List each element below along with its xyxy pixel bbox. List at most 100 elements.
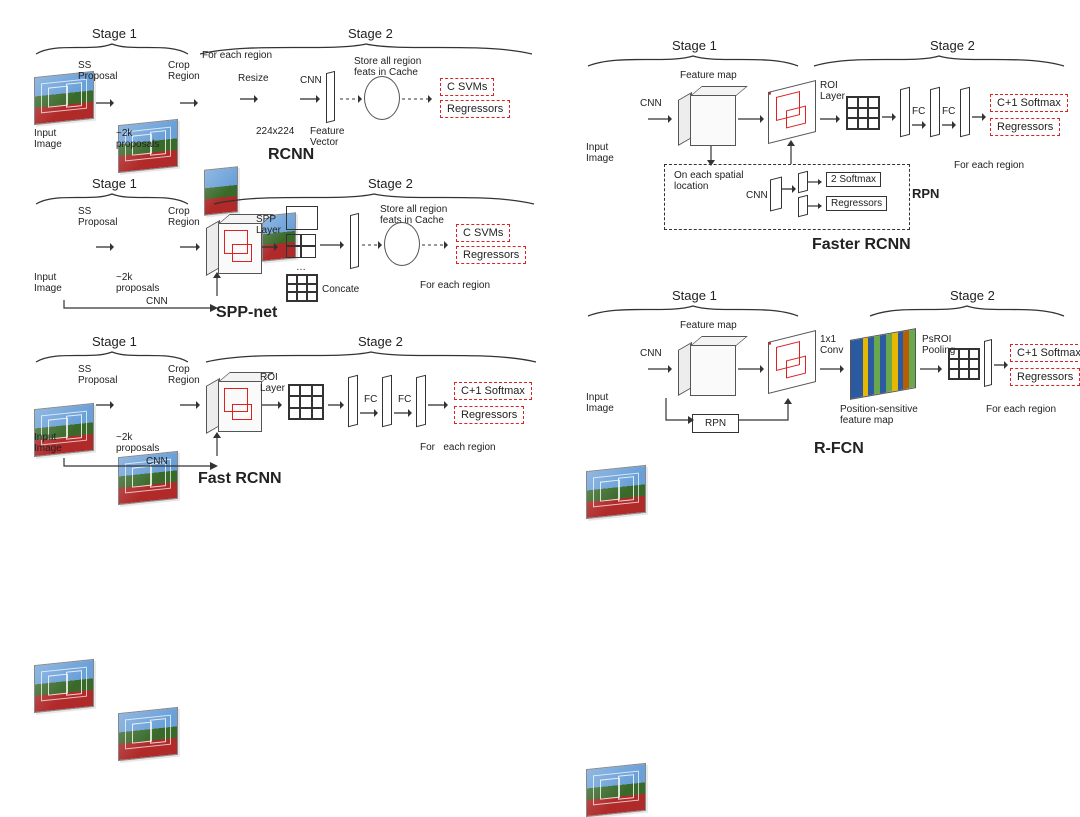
rpn-regressors: Regressors — [826, 196, 887, 211]
cnn-label: CNN — [300, 75, 322, 86]
fc-column-icon — [930, 87, 940, 137]
vec-col-icon — [984, 339, 992, 387]
ss-proposal-label: SS Proposal — [78, 364, 117, 386]
rpn-out-arrow-icon — [738, 398, 796, 426]
arrow-icon — [96, 242, 114, 252]
input-image-label: Input Image — [34, 128, 62, 150]
stage2-label: Stage 2 — [348, 26, 393, 41]
roi-layer-label: ROI Layer — [820, 80, 845, 102]
arrow-icon — [96, 98, 114, 108]
pyramid-1x1-icon — [286, 206, 318, 230]
concate-label: Concate — [322, 284, 359, 295]
arrow-icon — [180, 400, 200, 410]
store-cache-label: Store all region feats in Cache — [354, 56, 421, 78]
title-rcnn: RCNN — [268, 146, 314, 164]
arrow-icon — [942, 120, 956, 130]
stage1-label: Stage 1 — [92, 176, 137, 191]
fc-column-icon — [900, 87, 910, 137]
arrow-icon — [972, 112, 986, 122]
rpn-col-icon — [770, 177, 782, 212]
input-image-icon — [34, 659, 94, 713]
arrow-icon — [782, 184, 796, 194]
arrow-icon — [328, 400, 344, 410]
arrow-icon — [394, 408, 412, 418]
output-regressors: Regressors — [1010, 368, 1080, 386]
arrow-icon — [180, 242, 200, 252]
one-by-one-label: 1x1 Conv — [820, 334, 843, 356]
fc-column-icon — [382, 375, 392, 427]
two-k-label: ~2k proposals — [116, 128, 159, 150]
for-each-region-label: For each region — [420, 280, 490, 291]
rpn-in-arrow-icon — [664, 398, 694, 426]
for-each-region-hdr: For each region — [202, 50, 272, 61]
rpn-box: RPN — [692, 414, 739, 433]
stage2-label: Stage 2 — [368, 176, 413, 191]
input-image-label: Input Image — [586, 392, 614, 414]
arrow-icon — [300, 94, 320, 104]
arrow-icon — [920, 364, 942, 374]
arrow-icon — [738, 364, 764, 374]
output-regressors: Regressors — [440, 100, 510, 118]
stage2-label: Stage 2 — [950, 288, 995, 303]
brace-icon — [36, 192, 188, 206]
arrow-icon — [808, 178, 822, 186]
dashed-arrow-icon — [340, 94, 362, 104]
pyramid-3x3-icon — [286, 274, 318, 302]
arrow-up-icon — [786, 140, 796, 164]
brace-icon — [588, 304, 798, 318]
arrow-icon — [428, 400, 448, 410]
output-cplus1: C+1 Softmax — [454, 382, 532, 400]
rpn-label: RPN — [912, 186, 939, 201]
arrow-down-icon — [706, 146, 716, 166]
arrow-icon — [820, 364, 844, 374]
arrow-icon — [96, 400, 114, 410]
arrow-up-icon — [212, 432, 222, 456]
arrow-icon — [262, 242, 278, 252]
crop-region-label: Crop Region — [168, 60, 200, 82]
feature-cube-icon — [206, 214, 260, 272]
cache-icon — [364, 76, 400, 120]
output-cplus1: C+1 Softmax — [1010, 344, 1080, 362]
title-rfcn: R-FCN — [814, 440, 864, 458]
arrow-icon — [648, 114, 672, 124]
fc-label: FC — [398, 394, 411, 405]
arrow-up-icon — [212, 272, 222, 296]
title-sppnet: SPP-net — [216, 304, 277, 322]
arrow-icon — [994, 360, 1008, 370]
ss-proposal-label: SS Proposal — [78, 60, 117, 82]
dashed-arrow-icon — [422, 240, 448, 250]
diagram-canvas: Stage 1 Stage 2 Input Image SS Proposal … — [0, 0, 1080, 537]
pos-sens-maps-icon — [850, 328, 916, 400]
ellipsis-label: … — [296, 262, 306, 273]
input-image-icon — [586, 763, 646, 817]
stage1-label: Stage 1 — [672, 38, 717, 53]
feature-cube-icon — [206, 372, 260, 430]
spp-layer-label: SPP Layer — [256, 214, 281, 236]
rpn-col-icon — [798, 171, 808, 193]
fc-column-icon — [348, 375, 358, 427]
on-each-spatial-label: On each spatial location — [674, 170, 744, 192]
roi-grid-icon — [846, 96, 880, 130]
arrow-icon — [62, 298, 222, 314]
output-regressors: Regressors — [454, 406, 524, 424]
for-each-region-label: For each region — [986, 404, 1056, 415]
resize-label: Resize — [238, 73, 269, 84]
title-fastrcnn: Fast RCNN — [198, 470, 282, 488]
stage2-label: Stage 2 — [358, 334, 403, 349]
rpn-two-softmax: 2 Softmax — [826, 172, 881, 187]
pos-sens-label: Position-sensitive feature map — [840, 404, 918, 426]
arrow-icon — [320, 240, 344, 250]
stage1-label: Stage 1 — [92, 334, 137, 349]
ss-proposal-label: SS Proposal — [78, 206, 117, 228]
arrow-icon — [648, 364, 672, 374]
arrow-icon — [738, 114, 764, 124]
fc-label: FC — [912, 106, 925, 117]
output-regressors: Regressors — [456, 246, 526, 264]
store-cache-label: Store all region feats in Cache — [380, 204, 447, 226]
input-image-label: Input Image — [34, 432, 62, 454]
brace-icon — [206, 350, 536, 364]
arrow-icon — [262, 400, 282, 410]
psroi-grid-icon — [948, 348, 980, 380]
two-k-label: ~2k proposals — [116, 432, 159, 454]
feature-vector-icon — [326, 71, 335, 123]
